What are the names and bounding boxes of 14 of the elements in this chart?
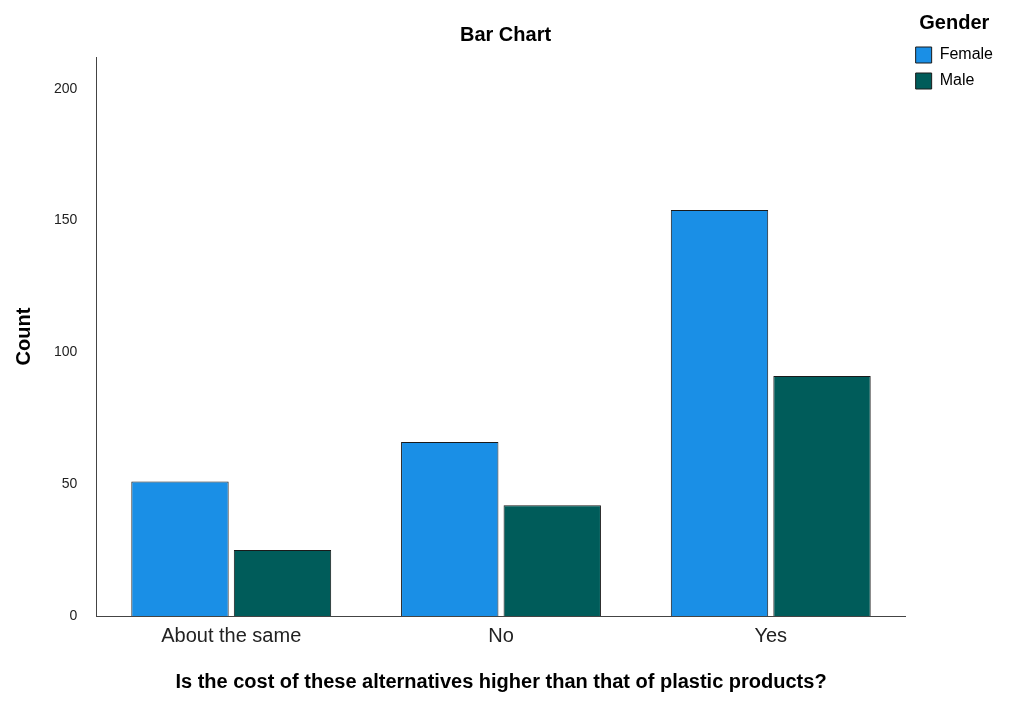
y-tick-label: 100 (54, 343, 78, 360)
chart-title: Bar Chart (459, 22, 552, 45)
x-axis-title: Is the cost of these alternatives higher than that of plastic products? (175, 669, 827, 692)
y-axis-title: Count (11, 307, 34, 366)
legend-label: Male (939, 71, 975, 89)
x-tick-label: No (488, 623, 514, 646)
y-tick-label: 200 (54, 79, 78, 96)
legend-title: Gender (919, 10, 990, 33)
y-tick-label: 0 (69, 606, 78, 623)
legend-label: Female (939, 45, 994, 63)
y-tick-label: 150 (54, 211, 78, 228)
x-tick-label: Yes (754, 623, 788, 646)
x-tick-label: About the same (161, 623, 302, 646)
y-tick-label: 50 (61, 475, 78, 492)
